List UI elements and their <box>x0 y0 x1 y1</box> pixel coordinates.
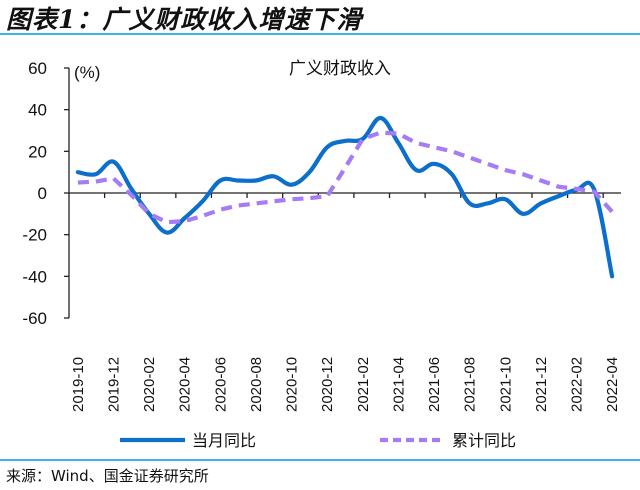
series-line-monthly-yoy <box>75 115 615 279</box>
y-tick-label: -20 <box>22 226 47 245</box>
y-tick-label: 20 <box>28 142 47 161</box>
figure-title: 图表1：广义财政收入增速下滑 <box>6 5 363 34</box>
x-tick-label: 2021-02 <box>355 357 372 412</box>
x-tick-label: 2020-10 <box>284 357 301 412</box>
x-tick-label: 2020-02 <box>141 357 158 412</box>
y-tick-label: -60 <box>22 309 47 328</box>
legend-item-cumulative-yoy: 累计同比 <box>380 431 516 450</box>
chart-title: 广义财政收入 <box>289 59 391 79</box>
series-line-cumulative-yoy <box>77 130 614 225</box>
legend-label: 当月同比 <box>192 431 256 450</box>
x-tick-label: 2019-12 <box>106 357 123 412</box>
y-tick-label: 60 <box>28 59 47 78</box>
x-tick-label: 2022-04 <box>604 357 621 412</box>
x-tick-label: 2021-10 <box>497 357 514 412</box>
x-tick-label: 2022-02 <box>568 357 585 412</box>
legend: 当月同比 累计同比 <box>120 431 516 450</box>
x-tick-label: 2021-08 <box>462 357 479 412</box>
axes: -60 -40 -20 0 20 40 60 2019-10 2019-12 2020-02 202… <box>22 59 621 412</box>
legend-label: 累计同比 <box>452 431 516 450</box>
x-tick-label: 2020-12 <box>319 357 336 412</box>
bottom-divider <box>0 459 640 461</box>
series-layer <box>75 115 615 279</box>
x-tick-label: 2021-04 <box>390 357 407 412</box>
y-tick-label: 0 <box>38 184 47 203</box>
y-tick-label: -40 <box>22 267 47 286</box>
x-tick-label: 2019-10 <box>70 357 87 412</box>
y-axis-unit: (%) <box>74 63 100 82</box>
line-chart: -60 -40 -20 0 20 40 60 2019-10 2019-12 2020-02 202… <box>22 59 621 450</box>
x-tick-label: 2020-08 <box>248 357 265 412</box>
y-tick-label: 40 <box>28 101 47 120</box>
top-divider <box>0 33 640 35</box>
legend-item-monthly-yoy: 当月同比 <box>120 431 256 450</box>
x-tick-label: 2021-12 <box>533 357 550 412</box>
source-note: 来源：Wind、国金证券研究所 <box>6 467 209 485</box>
x-tick-label: 2020-06 <box>212 357 229 412</box>
x-tick-label: 2021-06 <box>426 357 443 412</box>
x-tick-label: 2020-04 <box>177 357 194 412</box>
